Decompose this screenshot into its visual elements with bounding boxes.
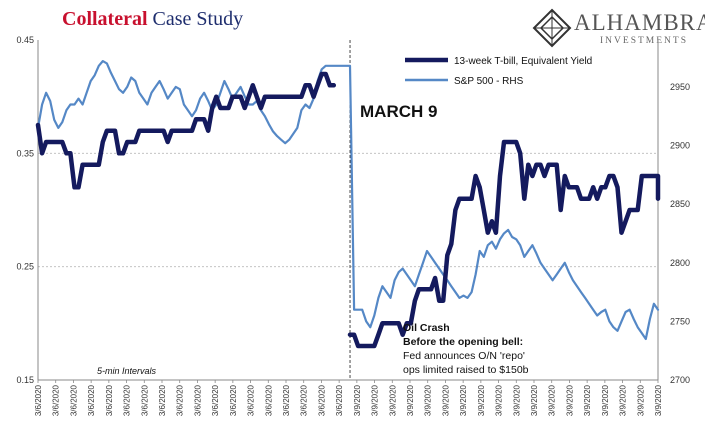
- annotation-before-bell: Before the opening bell:: [403, 336, 523, 348]
- chart-title-rest: Case Study: [152, 8, 244, 30]
- x-axis-tick: 3/9/2020: [636, 384, 645, 416]
- x-axis-tick: 3/6/2020: [158, 384, 167, 416]
- x-axis-tick: 3/6/2020: [87, 384, 96, 416]
- right-axis-tick: 2900: [670, 141, 690, 151]
- x-axis-tick: 3/6/2020: [300, 384, 309, 416]
- x-axis-tick: 3/9/2020: [353, 384, 362, 416]
- right-axis-tick: 2950: [670, 82, 690, 92]
- legend-label-tbill: 13-week T-bill, Equivalent Yield: [454, 56, 592, 67]
- series-sp500-line-segment: [36, 60, 660, 341]
- left-axis-tick: 0.45: [16, 35, 34, 45]
- x-axis-tick: 3/6/2020: [176, 384, 185, 416]
- annotation-oil-crash: Oil Crash: [403, 322, 450, 334]
- x-axis-tick: 3/6/2020: [211, 384, 220, 416]
- x-axis-tick: 3/6/2020: [264, 384, 273, 416]
- x-axis-tick: 3/6/2020: [123, 384, 132, 416]
- logo-name: ALHAMBRA: [574, 10, 705, 35]
- x-axis-tick: 3/6/2020: [193, 384, 202, 416]
- x-axis-tick: 3/9/2020: [565, 384, 574, 416]
- x-axis-tick: 3/9/2020: [388, 384, 397, 416]
- series-tbill-line-segment: [35, 71, 337, 190]
- x-axis-tick: 3/9/2020: [459, 384, 468, 416]
- x-axis-tick: 3/9/2020: [512, 384, 521, 416]
- x-axis-tick: 3/9/2020: [601, 384, 610, 416]
- x-axis-tick: 3/9/2020: [530, 384, 539, 416]
- annotation-fed-line1: Fed announces O/N 'repo': [403, 350, 525, 362]
- x-axis-tick: 3/9/2020: [424, 384, 433, 416]
- x-axis-tick: 3/6/2020: [229, 384, 238, 416]
- chart-title: Collateral Case Study: [62, 8, 243, 31]
- x-axis-tick: 3/6/2020: [282, 384, 291, 416]
- annotation-intervals: 5-min Intervals: [97, 366, 157, 376]
- x-axis-tick: 3/9/2020: [583, 384, 592, 416]
- x-axis-tick: 3/9/2020: [477, 384, 486, 416]
- x-axis-tick: 3/9/2020: [406, 384, 415, 416]
- x-axis-tick: 3/6/2020: [105, 384, 114, 416]
- right-axis-tick: 2850: [670, 199, 690, 209]
- right-axis-tick: 2800: [670, 258, 690, 268]
- x-axis-tick: 3/9/2020: [441, 384, 450, 416]
- series-tbill-line: [35, 71, 661, 349]
- annotation-march9: MARCH 9: [360, 102, 437, 121]
- x-axis-tick: 3/6/2020: [52, 384, 61, 416]
- right-axis-tick: 2700: [670, 375, 690, 385]
- chart-title-word1: Collateral: [62, 8, 148, 30]
- series-sp500-line: [36, 60, 660, 341]
- x-axis-tick: 3/9/2020: [371, 384, 380, 416]
- chart-legend: 13-week T-bill, Equivalent Yield S&P 500 …: [405, 56, 592, 87]
- logo-emblem-icon: [532, 8, 572, 48]
- right-axis-tick: 2750: [670, 316, 690, 326]
- annotation-fed-line2: ops limited raised to $150b: [403, 364, 529, 376]
- x-axis-tick: 3/6/2020: [140, 384, 149, 416]
- x-axis-tick: 3/6/2020: [335, 384, 344, 416]
- x-axis-tick: 3/9/2020: [654, 384, 663, 416]
- x-axis-tick: 3/6/2020: [69, 384, 78, 416]
- x-axis-tick: 3/9/2020: [548, 384, 557, 416]
- series-tbill-line-segment: [347, 139, 661, 349]
- x-axis-tick: 3/6/2020: [247, 384, 256, 416]
- left-axis-tick: 0.35: [16, 148, 34, 158]
- left-axis-tick: 0.15: [16, 375, 34, 385]
- legend-label-sp500: S&P 500 - RHS: [454, 76, 524, 87]
- left-axis-tick: 0.25: [16, 262, 34, 272]
- x-axis-tick: 3/6/2020: [317, 384, 326, 416]
- x-axis-tick: 3/9/2020: [619, 384, 628, 416]
- x-axis-tick: 3/9/2020: [495, 384, 504, 416]
- alhambra-logo: ALHAMBRA INVESTMENTS: [520, 6, 705, 48]
- logo-subtitle: INVESTMENTS: [600, 36, 688, 46]
- x-axis-tick: 3/6/2020: [34, 384, 43, 416]
